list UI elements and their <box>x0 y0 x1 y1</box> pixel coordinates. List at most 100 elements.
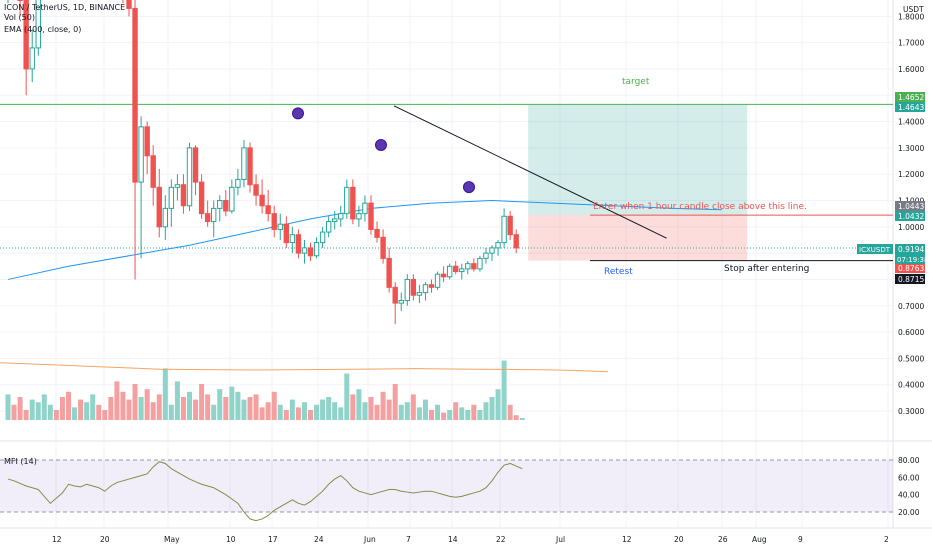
volume-bar <box>332 402 338 420</box>
candle <box>150 145 156 206</box>
candle <box>168 179 175 227</box>
candle <box>428 279 435 293</box>
volume-bar <box>374 404 380 420</box>
volume-bar <box>265 402 271 420</box>
volume-bar <box>338 407 344 420</box>
price-tick-label: 0.4000 <box>898 381 924 390</box>
candle-body <box>247 147 253 186</box>
candle-body <box>283 223 290 244</box>
volume-bar <box>29 399 35 420</box>
volume-bar <box>326 397 332 420</box>
time-tick-label: 17 <box>268 535 278 544</box>
volume-bar <box>314 404 320 420</box>
candle <box>35 0 41 56</box>
mfi-tick-label: 20.00 <box>898 508 920 517</box>
volume-bar <box>156 394 162 420</box>
candle-body <box>241 147 247 180</box>
price-label-text: 1.0432 <box>898 212 924 221</box>
candle-body <box>289 234 296 244</box>
volume-bar <box>235 391 241 420</box>
volume-bar <box>5 394 11 420</box>
candle-body <box>319 231 326 244</box>
candle-body <box>301 247 308 254</box>
time-tick-label: 2 <box>884 535 889 544</box>
volume-bar <box>17 397 23 420</box>
candle-body <box>223 200 229 212</box>
candle <box>229 179 235 214</box>
candle-body <box>513 234 519 249</box>
volume-bar <box>301 402 307 420</box>
volume-bar <box>102 410 108 420</box>
candle-body <box>356 213 362 220</box>
volume-bar <box>114 381 120 420</box>
candle <box>307 242 314 262</box>
time-tick-label: 10 <box>226 535 236 544</box>
volume-bar <box>53 410 59 420</box>
target-zone <box>528 104 748 216</box>
candle <box>23 0 29 96</box>
candle-body <box>150 155 156 188</box>
candle <box>344 179 350 219</box>
candle-body <box>29 47 35 70</box>
candle-body <box>325 221 332 233</box>
stop-zone <box>528 215 748 261</box>
candle <box>483 247 489 264</box>
time-tick-label: 26 <box>718 535 728 544</box>
candle <box>17 0 23 17</box>
price-label-1.0432: 1.0432 <box>895 211 925 221</box>
candle-body <box>162 207 169 228</box>
volume-bar <box>59 397 65 420</box>
countdown-label: 07:19:38 <box>897 256 928 264</box>
candle <box>501 208 507 248</box>
volume-bar <box>72 407 78 420</box>
candle-body <box>132 7 138 183</box>
candle-body <box>398 299 404 304</box>
candle-body <box>465 263 471 270</box>
candle-body <box>332 218 338 223</box>
volume-bar <box>199 384 205 420</box>
volume-bar <box>90 394 96 420</box>
candle-body <box>204 213 211 223</box>
volume-bar <box>193 399 199 420</box>
candle <box>144 121 150 175</box>
volume-bar <box>386 399 392 420</box>
candle-body <box>344 186 350 215</box>
currency-label: USDT <box>903 5 924 14</box>
candle-body <box>198 181 205 215</box>
volume-bar <box>344 373 350 420</box>
candle-body <box>144 126 150 157</box>
candle-body <box>35 0 41 49</box>
volume-bar <box>471 404 477 420</box>
candle-body <box>307 247 314 257</box>
price-tick-label: 1.3000 <box>898 144 924 153</box>
candle-body <box>156 186 162 228</box>
volume-bar <box>398 404 404 420</box>
candle-body <box>453 265 459 273</box>
price-label-text: 0.8763 <box>898 264 924 273</box>
mfi-tick-label: 40.00 <box>898 491 920 500</box>
volume-bar <box>507 404 513 420</box>
price-label-0.9194: 0.9194 <box>895 244 925 254</box>
price-label-box <box>895 244 925 254</box>
time-tick-label: 20 <box>674 535 684 544</box>
volume-bar <box>483 402 489 420</box>
candle <box>465 261 471 275</box>
volume-bar <box>180 397 186 420</box>
candle-body <box>265 205 271 215</box>
candle-body <box>416 292 423 296</box>
volume-bar <box>429 410 434 420</box>
candle <box>283 216 290 248</box>
candle <box>374 221 380 243</box>
touch-point-marker <box>292 107 304 120</box>
price-pane: target Enter when 1 hour candle close abo… <box>0 0 893 325</box>
candle-body <box>501 215 507 244</box>
candle-body <box>471 263 477 270</box>
candle <box>138 116 144 259</box>
candle-body <box>362 202 368 215</box>
candle <box>241 139 247 188</box>
time-tick-label: 24 <box>314 535 324 544</box>
mfi-legend: MFI (14) <box>4 457 37 466</box>
candle <box>398 292 404 312</box>
price-label-text: 1.4652 <box>898 93 924 102</box>
